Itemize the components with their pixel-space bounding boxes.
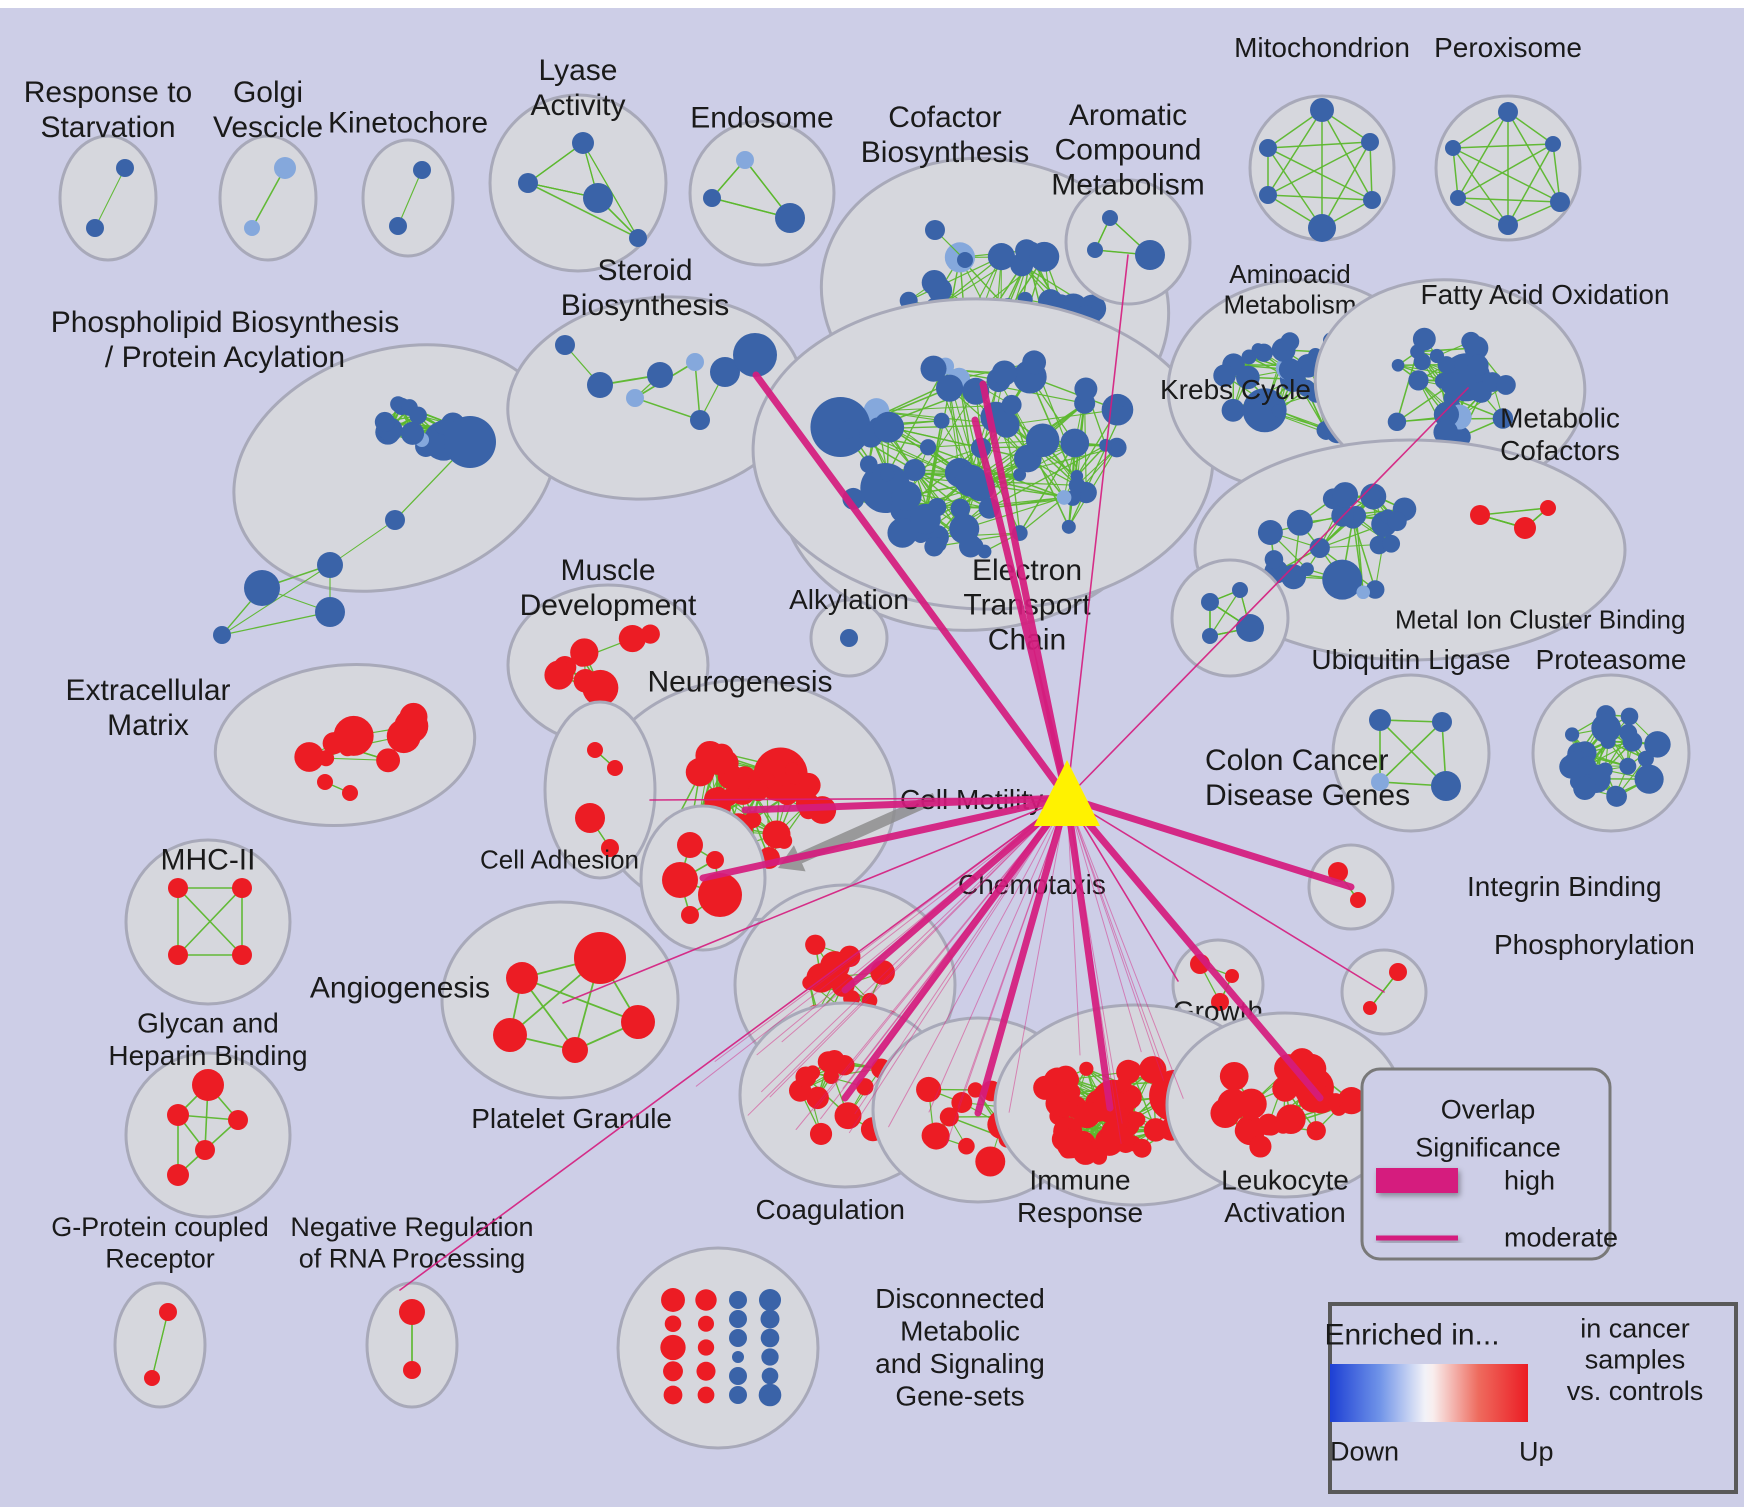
svg-text:high: high (1504, 1166, 1555, 1196)
svg-text:Receptor: Receptor (105, 1243, 215, 1273)
svg-text:Biosynthesis: Biosynthesis (861, 136, 1029, 169)
svg-text:MHC-II: MHC-II (161, 844, 256, 877)
svg-text:moderate: moderate (1504, 1223, 1618, 1253)
svg-text:Peroxisome: Peroxisome (1434, 32, 1582, 63)
svg-text:Golgi: Golgi (233, 76, 303, 109)
svg-text:Response: Response (1017, 1197, 1143, 1228)
svg-text:Cofactors: Cofactors (1500, 435, 1620, 466)
svg-text:Aromatic: Aromatic (1069, 99, 1187, 132)
svg-text:Enriched in...: Enriched in... (1324, 1319, 1499, 1352)
svg-text:Immune: Immune (1029, 1165, 1130, 1196)
svg-text:Cofactor: Cofactor (888, 101, 1001, 134)
svg-text:Vescicle: Vescicle (213, 111, 323, 144)
svg-text:Cell Adhesion: Cell Adhesion (480, 844, 639, 874)
svg-text:Disconnected: Disconnected (875, 1283, 1045, 1314)
svg-text:Phospholipid Biosynthesis: Phospholipid Biosynthesis (51, 306, 400, 339)
svg-text:Negative Regulation: Negative Regulation (290, 1212, 533, 1242)
svg-text:Leukocyte: Leukocyte (1221, 1165, 1349, 1196)
svg-text:Coagulation: Coagulation (756, 1194, 905, 1225)
svg-text:Metabolism: Metabolism (1051, 168, 1204, 201)
svg-text:Down: Down (1330, 1437, 1399, 1467)
svg-text:Ubiquitin Ligase: Ubiquitin Ligase (1311, 644, 1510, 675)
svg-text:Krebs Cycle: Krebs Cycle (1160, 374, 1311, 405)
svg-text:Biosynthesis: Biosynthesis (561, 289, 729, 322)
svg-text:of RNA Processing: of RNA Processing (299, 1243, 526, 1273)
svg-text:Platelet Granule: Platelet Granule (471, 1103, 672, 1134)
svg-text:vs. controls: vs. controls (1567, 1376, 1704, 1406)
svg-text:Compound: Compound (1055, 134, 1202, 167)
svg-text:Metal Ion Cluster Binding: Metal Ion Cluster Binding (1395, 604, 1685, 634)
svg-text:and Signaling: and Signaling (875, 1348, 1045, 1379)
svg-text:Overlap: Overlap (1441, 1095, 1536, 1125)
svg-text:Colon Cancer: Colon Cancer (1205, 744, 1388, 777)
svg-text:Heparin Binding: Heparin Binding (108, 1040, 307, 1071)
svg-text:Aminoacid: Aminoacid (1229, 259, 1350, 289)
svg-text:Up: Up (1519, 1437, 1554, 1467)
svg-text:Activity: Activity (530, 89, 625, 122)
svg-text:Response to: Response to (24, 76, 192, 109)
svg-text:Fatty Acid Oxidation: Fatty Acid Oxidation (1420, 279, 1669, 310)
svg-text:Electron: Electron (972, 554, 1082, 587)
svg-text:Glycan and: Glycan and (137, 1008, 279, 1039)
svg-text:Muscle: Muscle (560, 554, 655, 587)
svg-text:Gene-sets: Gene-sets (895, 1381, 1024, 1412)
svg-text:Matrix: Matrix (107, 709, 189, 742)
svg-text:Phosphorylation: Phosphorylation (1494, 929, 1695, 960)
svg-text:Endosome: Endosome (690, 102, 833, 135)
svg-text:Extracellular: Extracellular (65, 674, 230, 707)
svg-text:Disease Genes: Disease Genes (1205, 779, 1410, 812)
svg-text:Kinetochore: Kinetochore (328, 107, 488, 140)
svg-text:Integrin Binding: Integrin Binding (1467, 871, 1662, 902)
svg-text:Metabolism: Metabolism (1224, 289, 1357, 319)
svg-text:Angiogenesis: Angiogenesis (310, 972, 490, 1005)
svg-text:Metabolic: Metabolic (900, 1316, 1020, 1347)
svg-text:Alkylation: Alkylation (789, 584, 909, 615)
svg-text:samples: samples (1585, 1345, 1686, 1375)
svg-text:Lyase: Lyase (539, 54, 618, 87)
svg-text:in cancer: in cancer (1580, 1313, 1690, 1343)
svg-text:Metabolic: Metabolic (1500, 403, 1620, 434)
svg-text:Steroid: Steroid (597, 254, 692, 287)
svg-text:Significance: Significance (1415, 1133, 1561, 1163)
svg-text:Proteasome: Proteasome (1536, 644, 1687, 675)
svg-text:G-Protein coupled: G-Protein coupled (51, 1212, 269, 1242)
svg-text:Activation: Activation (1224, 1197, 1345, 1228)
svg-text:Neurogenesis: Neurogenesis (647, 666, 832, 699)
svg-text:/ Protein Acylation: / Protein Acylation (105, 341, 345, 374)
svg-text:Starvation: Starvation (40, 111, 175, 144)
svg-text:Mitochondrion: Mitochondrion (1234, 32, 1410, 63)
svg-text:Development: Development (520, 589, 697, 622)
